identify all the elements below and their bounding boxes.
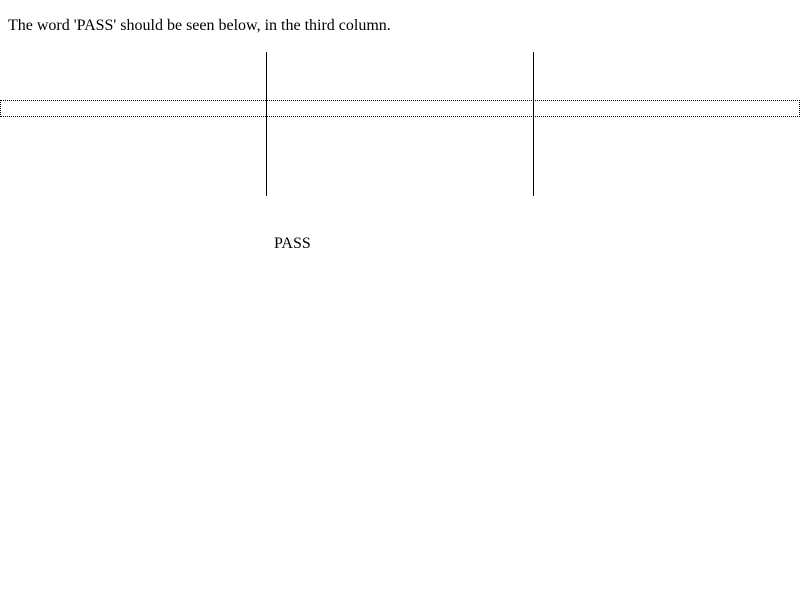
column-rule-2 bbox=[533, 52, 534, 196]
instruction-text: The word 'PASS' should be seen below, in… bbox=[8, 17, 391, 34]
dotted-outline-band bbox=[0, 100, 800, 117]
pass-result-text: PASS bbox=[274, 235, 311, 252]
column-rule-1 bbox=[266, 52, 267, 196]
